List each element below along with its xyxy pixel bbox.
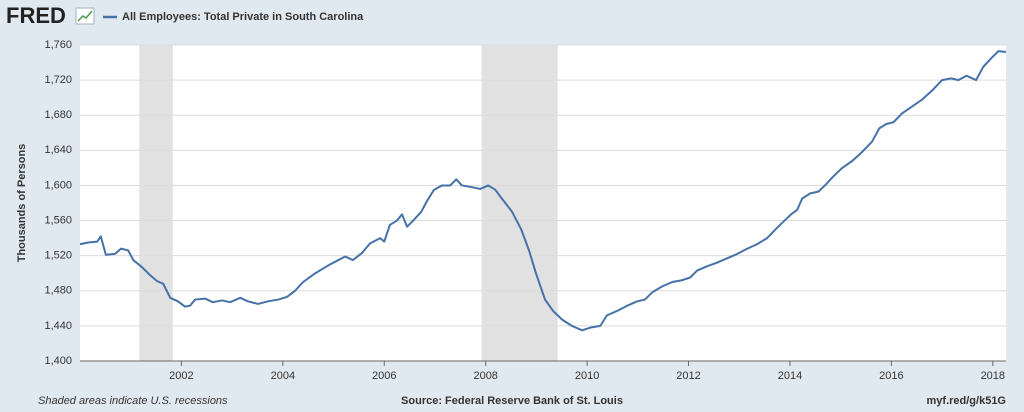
x-tick-label: 2004 [271,370,295,382]
x-tick-label: 2014 [778,370,802,382]
x-tick-label: 2002 [169,370,193,382]
y-tick-label: 1,720 [44,74,72,86]
logo: FRED [6,3,66,28]
x-tick-label: 2016 [879,370,903,382]
y-tick-label: 1,560 [44,214,72,226]
recession-band [139,45,173,361]
y-tick-label: 1,760 [44,39,72,51]
y-axis-label: Thousands of Persons [16,144,28,263]
y-tick-label: 1,400 [44,355,72,367]
y-tick-label: 1,480 [44,285,72,297]
legend-label: All Employees: Total Private in South Ca… [122,11,364,23]
x-tick-label: 2018 [981,370,1005,382]
x-tick-label: 2006 [372,370,396,382]
y-tick-label: 1,440 [44,320,72,332]
y-tick-label: 1,640 [44,144,72,156]
x-tick-label: 2012 [676,370,700,382]
recession-band [481,45,558,361]
y-tick-label: 1,600 [44,179,72,191]
footer-note: Shaded areas indicate U.S. recessions [38,395,228,407]
series-line [79,50,1007,332]
y-tick-label: 1,680 [44,109,72,121]
logo-icon [75,7,95,25]
footer-source: Source: Federal Reserve Bank of St. Loui… [401,395,623,407]
x-tick-label: 2010 [575,370,599,382]
footer-link: myf.red/g/k51G [927,395,1006,407]
y-tick-label: 1,520 [44,250,72,262]
x-tick-label: 2008 [473,370,497,382]
